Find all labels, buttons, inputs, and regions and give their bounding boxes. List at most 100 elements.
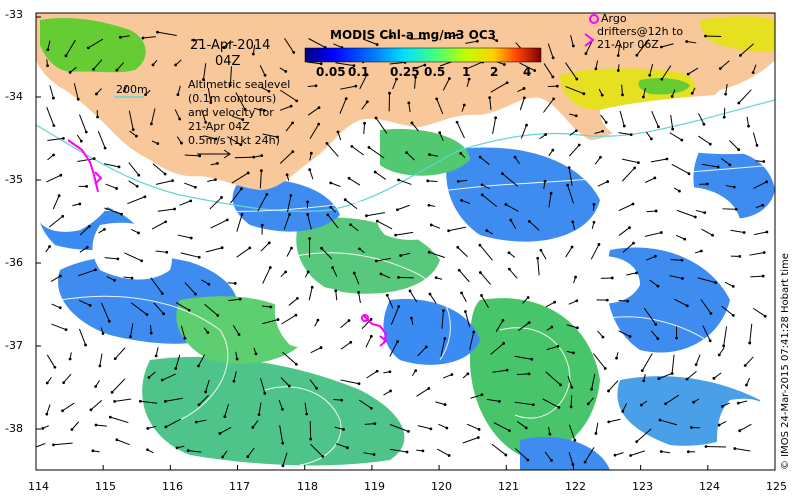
velocity-arrowhead	[394, 233, 398, 237]
velocity-arrow	[123, 276, 133, 279]
velocity-arrowhead	[488, 96, 492, 99]
velocity-arrowhead	[146, 448, 149, 452]
velocity-arrowhead	[501, 318, 505, 322]
velocity-arrowhead	[340, 398, 344, 402]
velocity-arrow	[645, 131, 652, 140]
velocity-arrow	[417, 346, 427, 357]
velocity-arrow	[749, 323, 753, 343]
velocity-arrowhead	[575, 299, 579, 303]
velocity-arrow	[262, 133, 278, 138]
velocity-arrowhead	[397, 305, 401, 308]
velocity-arrow	[658, 372, 674, 380]
velocity-arrow	[720, 60, 730, 69]
velocity-arrowhead	[209, 101, 213, 104]
velocity-arrowhead	[88, 303, 92, 307]
velocity-arrowhead	[435, 97, 439, 101]
velocity-arrow	[600, 114, 607, 123]
velocity-arrow	[165, 397, 183, 402]
velocity-arrow	[50, 275, 61, 283]
velocity-arrow	[179, 200, 191, 206]
velocity-arrowhead	[575, 77, 579, 81]
velocity-arrowhead	[601, 129, 605, 133]
velocity-arrowhead	[96, 115, 99, 119]
velocity-arrowhead	[68, 357, 72, 361]
velocity-arrow	[661, 43, 674, 48]
velocity-arrowhead	[761, 203, 765, 207]
velocity-arrowhead	[456, 179, 460, 183]
velocity-arrow	[568, 144, 580, 157]
velocity-arrowhead	[594, 67, 598, 71]
lon-tick-label: 123	[632, 480, 653, 493]
velocity-arrowhead	[263, 73, 267, 77]
velocity-arrow	[510, 219, 517, 230]
velocity-arrowhead	[117, 165, 121, 169]
velocity-arrow	[545, 371, 561, 386]
velocity-arrow	[514, 448, 529, 461]
velocity-arrowhead	[427, 387, 431, 390]
velocity-arrow	[462, 437, 479, 444]
velocity-arrowhead	[288, 213, 291, 216]
velocity-arrowhead	[113, 278, 116, 282]
velocity-arrowhead	[228, 83, 232, 87]
velocity-arrowhead	[601, 335, 605, 339]
velocity-arrowhead	[108, 415, 112, 419]
lon-tick-label: 115	[95, 480, 116, 493]
velocity-arrow	[309, 123, 320, 139]
velocity-arrow	[458, 179, 468, 182]
velocity-arrow	[368, 147, 385, 159]
velocity-arrow	[675, 234, 685, 240]
velocity-arrowhead	[305, 412, 309, 416]
velocity-arrowhead	[358, 247, 361, 251]
velocity-arrowhead	[171, 179, 174, 183]
velocity-arrowhead	[276, 135, 279, 139]
velocity-arrow	[104, 163, 120, 168]
velocity-arrow	[198, 394, 209, 406]
velocity-arrowhead	[455, 33, 459, 37]
velocity-arrow	[77, 158, 95, 163]
velocity-arrow	[519, 97, 525, 111]
velocity-arrow	[258, 402, 262, 415]
velocity-arrowhead	[721, 404, 724, 408]
velocity-arrow	[427, 180, 438, 182]
velocity-arrow	[308, 38, 326, 48]
velocity-arrowhead	[206, 331, 210, 334]
velocity-arrow	[479, 244, 493, 261]
velocity-arrowhead	[62, 381, 66, 385]
colorbar-tick: 0.25	[390, 65, 420, 79]
velocity-arrow	[643, 307, 657, 325]
velocity-arrowhead	[103, 146, 107, 150]
velocity-arrowhead	[717, 423, 721, 427]
velocity-arrowhead	[373, 170, 377, 174]
velocity-arrowhead	[295, 99, 299, 103]
velocity-arrowhead	[680, 138, 684, 142]
lat-tick-label: -35	[5, 173, 23, 186]
velocity-arrow	[441, 310, 444, 329]
velocity-arrowhead	[639, 403, 643, 407]
velocity-arrow	[95, 424, 107, 427]
velocity-arrow	[505, 204, 519, 212]
velocity-arrowhead	[216, 314, 220, 317]
velocity-arrowhead	[164, 220, 168, 224]
velocity-arrow	[262, 305, 271, 308]
velocity-arrowhead	[251, 425, 255, 429]
velocity-arrow	[686, 40, 697, 44]
velocity-arrowhead	[374, 259, 378, 263]
velocity-arrowhead	[414, 369, 418, 372]
velocity-arrowhead	[137, 231, 140, 235]
velocity-arrowhead	[317, 122, 321, 126]
velocity-arrow	[165, 418, 182, 428]
velocity-arrowhead	[375, 43, 379, 46]
lon-tick-label: 125	[766, 480, 787, 493]
velocity-arrowhead	[399, 254, 403, 257]
velocity-arrow	[565, 62, 578, 80]
velocity-arrowhead	[657, 125, 660, 129]
velocity-arrowhead	[584, 52, 588, 55]
velocity-arrowhead	[316, 318, 320, 322]
velocity-arrow	[278, 399, 283, 410]
velocity-arrowhead	[163, 172, 167, 176]
velocity-arrow	[78, 299, 91, 306]
colorbar-tick: 0.1	[348, 65, 370, 79]
velocity-arrow	[353, 272, 360, 285]
velocity-arrow	[203, 63, 207, 80]
velocity-arrow	[390, 448, 408, 453]
